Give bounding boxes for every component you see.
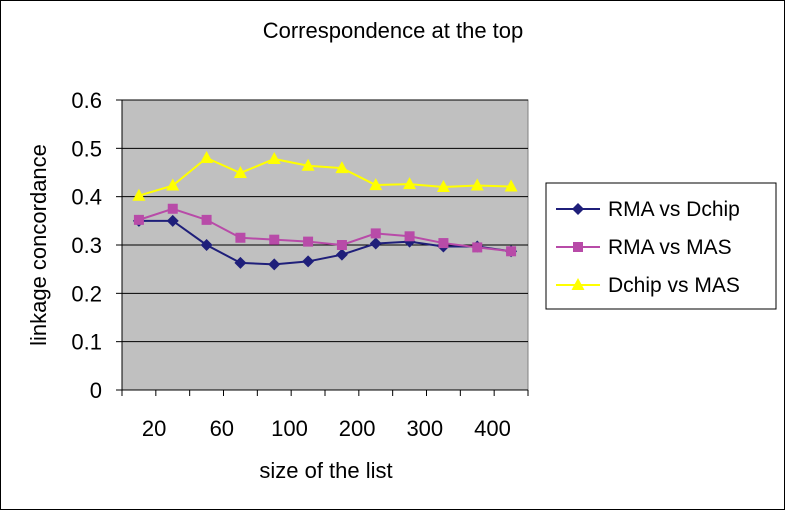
series-dchip-vs-mas bbox=[132, 151, 518, 201]
data-point bbox=[335, 248, 348, 261]
x-tick-label: 100 bbox=[271, 416, 308, 441]
legend-label: RMA vs Dchip bbox=[608, 198, 740, 221]
data-point bbox=[336, 240, 347, 250]
data-point bbox=[504, 179, 518, 192]
x-axis-ticks: 20 60 100 200 300 400 bbox=[142, 416, 511, 441]
legend-marker bbox=[573, 242, 583, 252]
series-rma-vs-mas bbox=[133, 203, 517, 257]
data-point bbox=[470, 178, 484, 191]
series-line bbox=[138, 207, 512, 253]
data-point bbox=[167, 203, 178, 214]
data-point bbox=[506, 246, 517, 257]
data-point bbox=[302, 255, 315, 268]
data-point bbox=[472, 242, 483, 253]
data-point bbox=[235, 232, 246, 243]
data-point bbox=[268, 258, 281, 271]
axes bbox=[116, 99, 529, 396]
data-point bbox=[404, 231, 415, 242]
y-tick-label: 0.3 bbox=[71, 233, 102, 258]
legend-label: Dchip vs MAS bbox=[608, 274, 740, 297]
legend-marker bbox=[572, 203, 584, 215]
data-point bbox=[267, 151, 281, 164]
gridlines bbox=[122, 99, 528, 343]
y-tick-label: 0.5 bbox=[71, 136, 102, 161]
data-point bbox=[403, 177, 417, 190]
y-tick-label: 0.4 bbox=[71, 185, 102, 210]
y-tick-label: 0.6 bbox=[71, 88, 102, 113]
y-tick-label: 0.2 bbox=[71, 281, 102, 306]
data-point bbox=[166, 214, 179, 227]
data-point bbox=[166, 178, 180, 191]
data-point bbox=[335, 161, 349, 174]
data-point bbox=[269, 234, 280, 245]
data-point bbox=[369, 237, 382, 250]
data-point bbox=[200, 239, 213, 251]
data-point bbox=[301, 158, 315, 171]
y-tick-label: 0 bbox=[90, 378, 102, 403]
data-point bbox=[370, 228, 381, 239]
x-tick-label: 20 bbox=[142, 416, 166, 441]
data-point bbox=[233, 165, 247, 178]
legend-label: RMA vs MAS bbox=[608, 236, 732, 259]
data-point bbox=[234, 256, 247, 269]
chart-title: Correspondence at the top bbox=[263, 18, 524, 43]
y-axis-ticks: 0 0.1 0.2 0.3 0.4 0.5 0.6 bbox=[71, 88, 102, 403]
legend-marker bbox=[571, 278, 585, 290]
x-tick-label: 60 bbox=[210, 416, 234, 441]
series-layer bbox=[132, 151, 518, 271]
data-point bbox=[201, 214, 212, 225]
data-point bbox=[133, 214, 144, 225]
x-tick-label: 400 bbox=[474, 416, 511, 441]
x-tick-label: 300 bbox=[406, 416, 443, 441]
data-point bbox=[369, 178, 383, 191]
data-point bbox=[132, 188, 146, 201]
data-point bbox=[303, 236, 314, 247]
x-tick-label: 200 bbox=[339, 416, 376, 441]
data-point bbox=[200, 151, 214, 163]
y-tick-label: 0.1 bbox=[71, 330, 102, 355]
x-axis-label: size of the list bbox=[259, 458, 392, 483]
data-point bbox=[436, 180, 450, 192]
data-point bbox=[438, 238, 449, 249]
y-axis-label: linkage concordance bbox=[26, 144, 51, 346]
legend: RMA vs Dchip RMA vs MAS Dchip vs MAS bbox=[545, 182, 777, 310]
